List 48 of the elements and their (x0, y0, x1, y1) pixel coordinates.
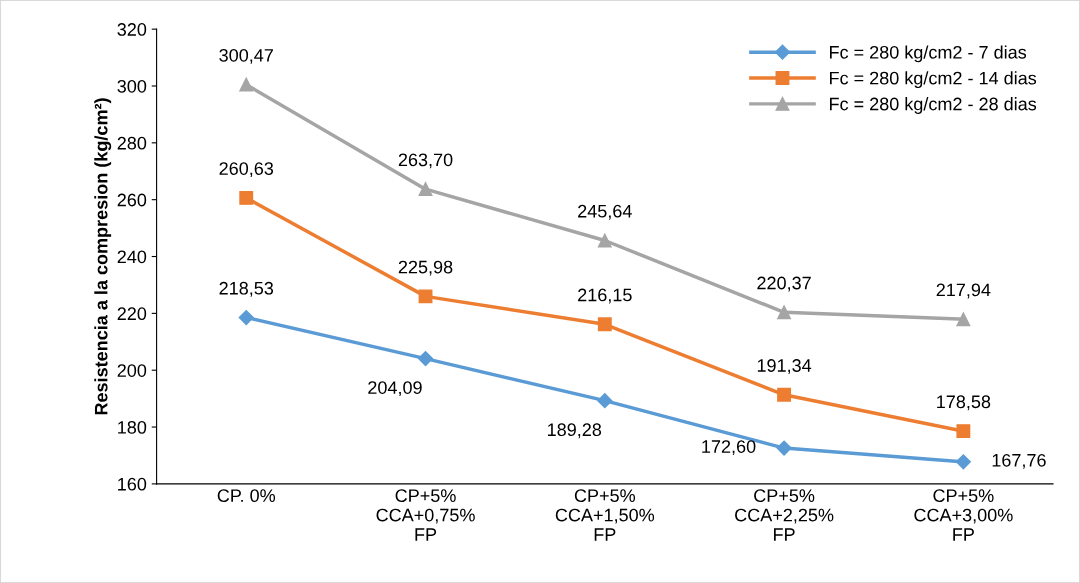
point (956, 312, 971, 327)
y-tick-label: 300 (117, 79, 147, 93)
data-label: 245,64 (578, 204, 632, 220)
x-tick-label: CP+5% CCA+3,00% FP (914, 489, 1013, 541)
y-tick-label: 260 (117, 193, 147, 207)
y-tick-label: 160 (118, 477, 147, 491)
y-tick-label: 280 (117, 136, 147, 150)
point (417, 351, 434, 367)
point (418, 182, 433, 197)
point (597, 317, 612, 332)
data-label: 167,76 (992, 453, 1046, 469)
data-label: 220,37 (757, 276, 811, 292)
point (956, 424, 971, 439)
y-axis-title: Resistencia a la compresion (kg/cm²) (94, 98, 112, 415)
x-tick-label: CP+5% CCA+2,25% FP (735, 489, 834, 541)
point (597, 393, 613, 409)
x-tick-label: CP+5% CCA+1,50% FP (555, 489, 655, 541)
y-tick-label: 220 (117, 307, 147, 321)
point (238, 309, 254, 326)
data-label: 218,53 (219, 281, 274, 297)
point (777, 387, 792, 402)
point (776, 440, 792, 456)
data-label: 216,15 (578, 288, 632, 304)
legend-label: Fc = 280 kg/cm2 - 14 dias (830, 71, 1037, 89)
data-label: 178,58 (937, 395, 991, 411)
y-tick-label: 320 (117, 23, 147, 36)
legend-label: Fc = 280 kg/cm2 - 7 dias (830, 45, 1027, 63)
data-label: 225,98 (398, 260, 453, 276)
point (418, 289, 433, 304)
point (239, 77, 254, 92)
data-label: 204,09 (368, 381, 422, 397)
y-tick-label: 180 (118, 420, 147, 434)
data-label: 263,70 (398, 153, 453, 169)
data-label: 217,94 (936, 283, 991, 299)
data-label: 260,63 (219, 162, 274, 178)
data-label: 191,34 (757, 359, 812, 375)
point (955, 454, 971, 470)
x-tick-label: CP. 0% (217, 489, 276, 503)
point (239, 190, 254, 205)
point (777, 305, 792, 320)
y-tick-label: 240 (117, 250, 147, 264)
x-tick-label: CP+5% CCA+0,75% FP (376, 489, 475, 541)
data-label: 189,28 (548, 423, 602, 439)
point (597, 233, 612, 248)
legend-label: Fc = 280 kg/cm2 - 28 dias (830, 97, 1037, 114)
data-label: 300,47 (219, 48, 273, 64)
data-label: 172,60 (702, 440, 756, 456)
y-tick-label: 200 (117, 364, 147, 377)
